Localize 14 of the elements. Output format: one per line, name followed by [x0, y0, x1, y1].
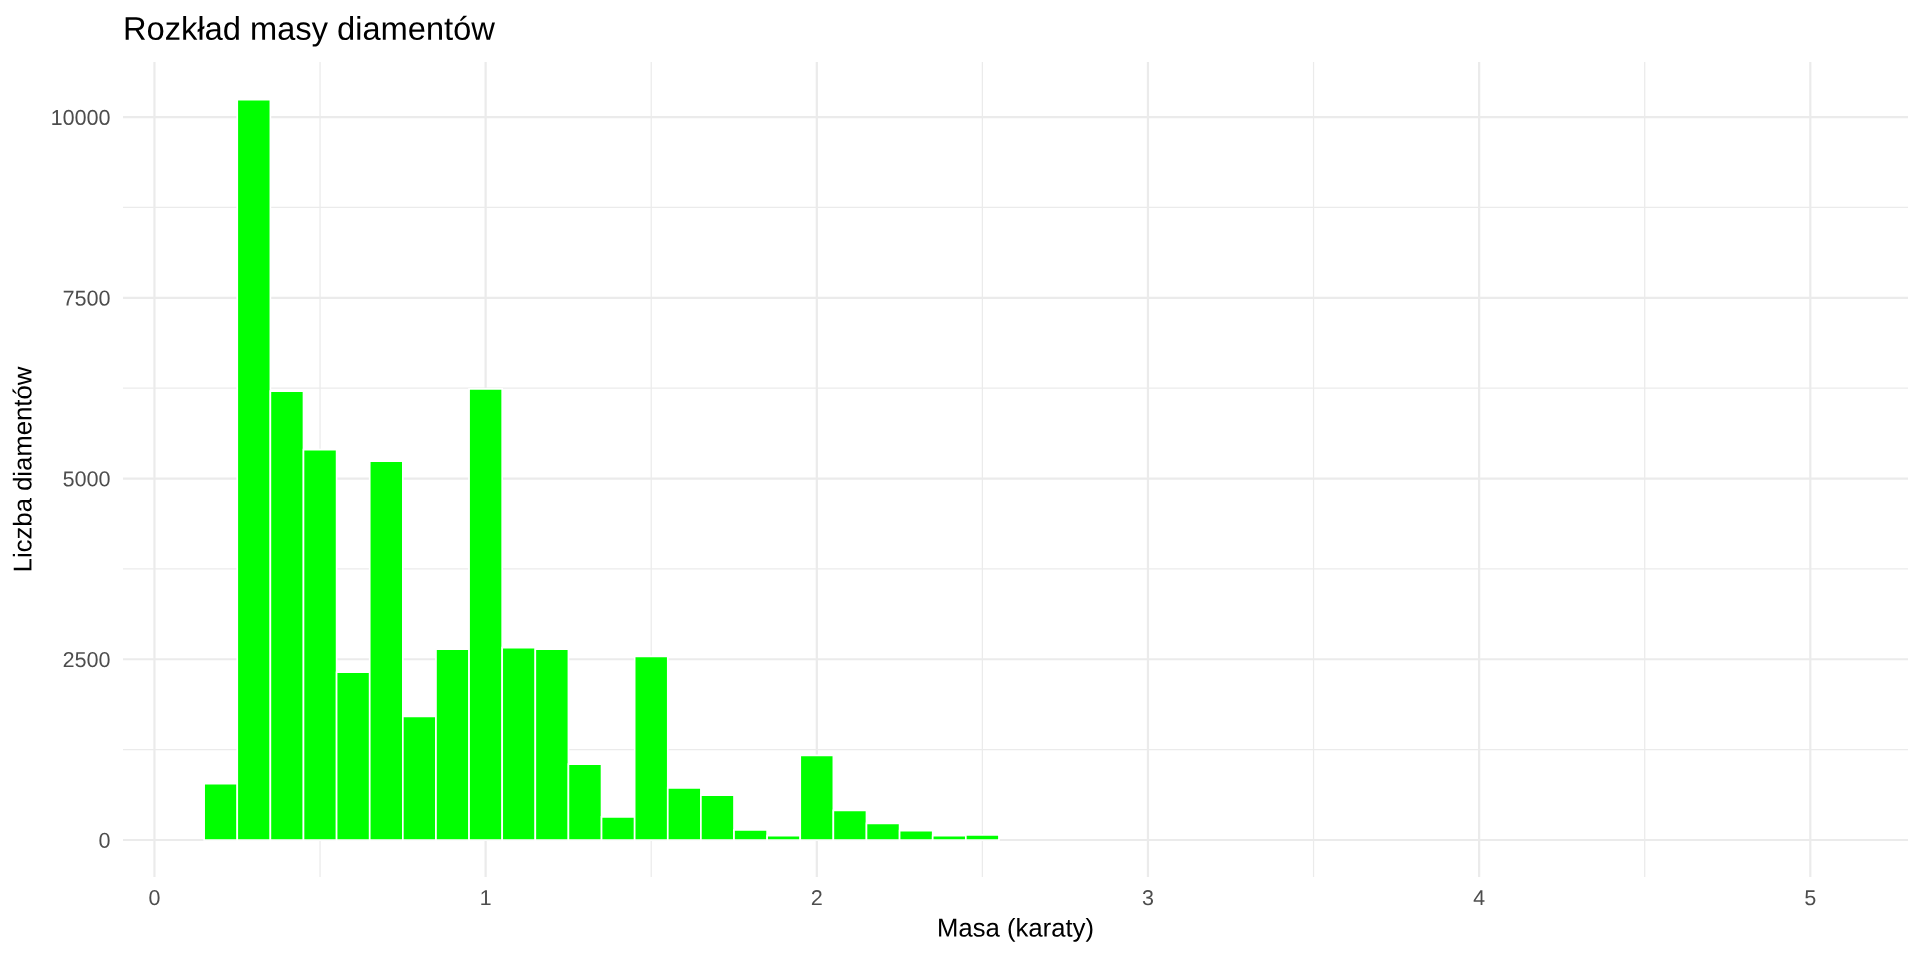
- x-tick-label: 2: [811, 890, 822, 906]
- y-tick-label: 5000: [63, 471, 110, 487]
- x-tick-label: 4: [1473, 890, 1485, 906]
- y-tick-label: 2500: [63, 652, 110, 668]
- x-tick-label: 3: [1142, 890, 1154, 906]
- y-axis-title: Liczba diamentów: [12, 366, 32, 571]
- chart-title: Rozkład masy diamentów: [125, 15, 495, 47]
- y-tick-label: 7500: [63, 290, 110, 306]
- x-axis-title: Masa (karaty): [939, 917, 1093, 942]
- x-tick-label: 0: [149, 890, 160, 906]
- x-tick-label: 1: [481, 890, 491, 906]
- y-tick-label: 10000: [52, 109, 110, 126]
- x-tick-label: 5: [1805, 890, 1816, 906]
- y-tick-label: 0: [99, 832, 110, 848]
